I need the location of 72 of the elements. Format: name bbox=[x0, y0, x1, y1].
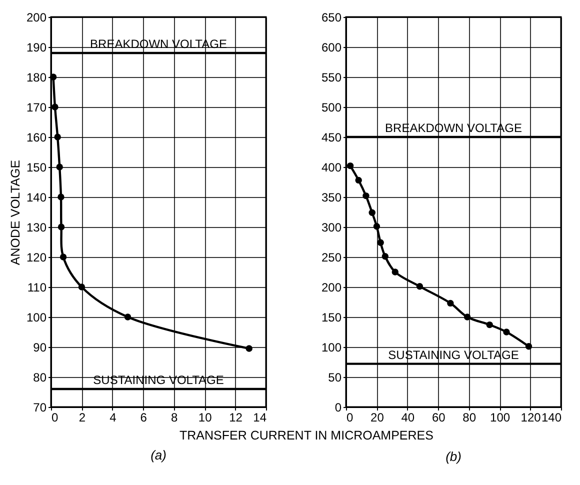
y-tick-label: 190 bbox=[26, 40, 47, 54]
y-tick-label: 200 bbox=[321, 280, 342, 294]
x-tick-label: 80 bbox=[462, 410, 476, 424]
x-tick-label: 6 bbox=[140, 410, 148, 424]
y-tick-label: 500 bbox=[321, 100, 342, 114]
point bbox=[377, 239, 384, 246]
y-tick-label: 600 bbox=[321, 40, 342, 54]
point bbox=[52, 104, 58, 110]
point bbox=[525, 343, 532, 350]
y-tick-label: 130 bbox=[26, 220, 47, 234]
point bbox=[368, 209, 376, 216]
y-tick-label: 120 bbox=[26, 250, 47, 264]
point bbox=[246, 345, 252, 352]
point bbox=[447, 300, 454, 307]
x-tick-label: 8 bbox=[171, 410, 178, 424]
point bbox=[60, 254, 67, 260]
point bbox=[503, 328, 510, 336]
point bbox=[392, 268, 398, 276]
y-tick-label: 0 bbox=[334, 400, 342, 414]
point bbox=[382, 253, 389, 260]
x-tick-label: 20 bbox=[370, 410, 384, 424]
y-tick-label: 100 bbox=[26, 310, 47, 324]
y-tick-label: 80 bbox=[33, 370, 47, 384]
y-tick-label: 180 bbox=[26, 70, 47, 84]
point bbox=[50, 74, 57, 80]
point bbox=[486, 321, 493, 328]
x-tick-label: 120 bbox=[520, 410, 542, 424]
x-tick-label: 60 bbox=[432, 410, 446, 424]
y-axis-title: ANODE VOLTAGE bbox=[8, 160, 22, 266]
x-tick-label: 12 bbox=[229, 410, 243, 424]
point bbox=[58, 224, 65, 230]
text: (b) bbox=[446, 449, 462, 464]
y-tick-label: 110 bbox=[27, 280, 47, 294]
y-tick-label: 140 bbox=[26, 190, 47, 204]
x-tick-label: 4 bbox=[110, 410, 117, 424]
y-tick-label: 300 bbox=[321, 220, 342, 234]
x-tick-label: 10 bbox=[198, 410, 212, 424]
y-tick-label: 50 bbox=[328, 370, 342, 384]
y-tick-label: 90 bbox=[33, 340, 47, 354]
y-tick-label: 200 bbox=[26, 10, 47, 24]
y-tick-label: 250 bbox=[321, 250, 342, 264]
x-tick-label: 100 bbox=[490, 410, 510, 424]
y-tick-label: 350 bbox=[321, 190, 342, 204]
y-tick-label: 150 bbox=[26, 160, 47, 174]
x-axis-title: TRANSFER CURRENT IN MICROAMPERES bbox=[180, 428, 434, 442]
y-tick-label: 550 bbox=[321, 70, 342, 84]
x-tick-label: 14 bbox=[253, 410, 267, 424]
y-tick-label: 650 bbox=[321, 10, 342, 24]
point bbox=[416, 283, 424, 290]
y-tick-label: 100 bbox=[321, 340, 342, 354]
point bbox=[78, 284, 86, 290]
point bbox=[373, 223, 380, 230]
point bbox=[346, 162, 354, 170]
x-tick-label: 40 bbox=[401, 410, 415, 424]
point bbox=[54, 134, 61, 140]
y-tick-label: 400 bbox=[321, 160, 342, 174]
x-tick-label: 2 bbox=[78, 410, 86, 424]
point bbox=[362, 192, 370, 200]
text: (a) bbox=[150, 448, 166, 462]
y-tick-label: 150 bbox=[321, 310, 342, 324]
point bbox=[464, 314, 471, 320]
y-tick-label: 450 bbox=[321, 130, 342, 144]
y-tick-label: 70 bbox=[33, 400, 47, 414]
point bbox=[124, 314, 132, 320]
point bbox=[355, 176, 362, 184]
point bbox=[56, 164, 63, 170]
x-tick-label: 140 bbox=[541, 410, 562, 424]
point bbox=[58, 194, 64, 200]
x-tick-label: 0 bbox=[346, 410, 354, 424]
y-tick-label: 160 bbox=[26, 130, 47, 144]
y-tick-label: 170 bbox=[26, 100, 47, 114]
x-tick-label: 0 bbox=[52, 410, 58, 424]
